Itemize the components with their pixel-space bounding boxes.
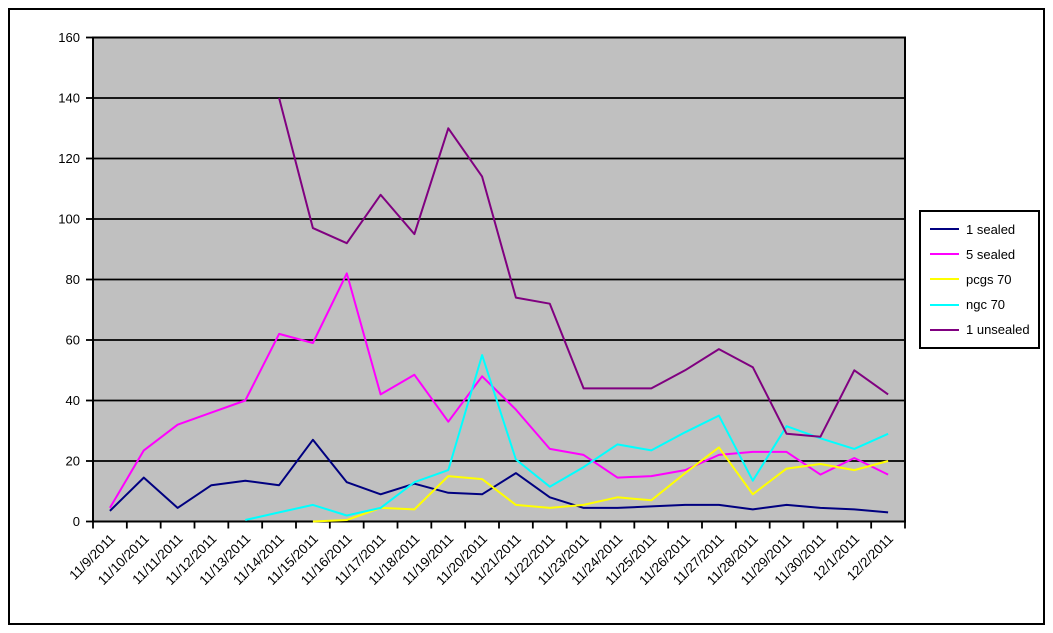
legend-item: 1 unsealed bbox=[921, 319, 1038, 341]
svg-text:160: 160 bbox=[58, 30, 80, 45]
legend-label: 1 unsealed bbox=[966, 322, 1030, 338]
legend-label: 1 sealed bbox=[966, 221, 1016, 237]
legend-item: ngc 70 bbox=[921, 294, 1038, 316]
series-line-sample bbox=[930, 253, 959, 256]
svg-text:100: 100 bbox=[58, 212, 80, 227]
legend-label: ngc 70 bbox=[966, 297, 1006, 313]
series-line-sample bbox=[930, 303, 959, 306]
series-line-sample bbox=[930, 228, 959, 231]
svg-text:0: 0 bbox=[73, 514, 80, 529]
legend: 1 sealed 5 sealed pcgs 70 ngc 70 1 unsea… bbox=[919, 210, 1040, 349]
legend-item: 1 sealed bbox=[921, 218, 1038, 240]
svg-text:60: 60 bbox=[66, 333, 80, 348]
legend-item: pcgs 70 bbox=[921, 268, 1038, 290]
legend-item: 5 sealed bbox=[921, 243, 1038, 265]
series-line-sample bbox=[930, 278, 959, 281]
series-line-sample bbox=[930, 328, 959, 331]
svg-text:40: 40 bbox=[66, 393, 80, 408]
legend-label: pcgs 70 bbox=[966, 271, 1012, 287]
svg-text:20: 20 bbox=[66, 454, 80, 469]
svg-text:140: 140 bbox=[58, 91, 80, 106]
legend-label: 5 sealed bbox=[966, 246, 1016, 262]
svg-text:120: 120 bbox=[58, 151, 80, 166]
svg-text:80: 80 bbox=[66, 272, 80, 287]
